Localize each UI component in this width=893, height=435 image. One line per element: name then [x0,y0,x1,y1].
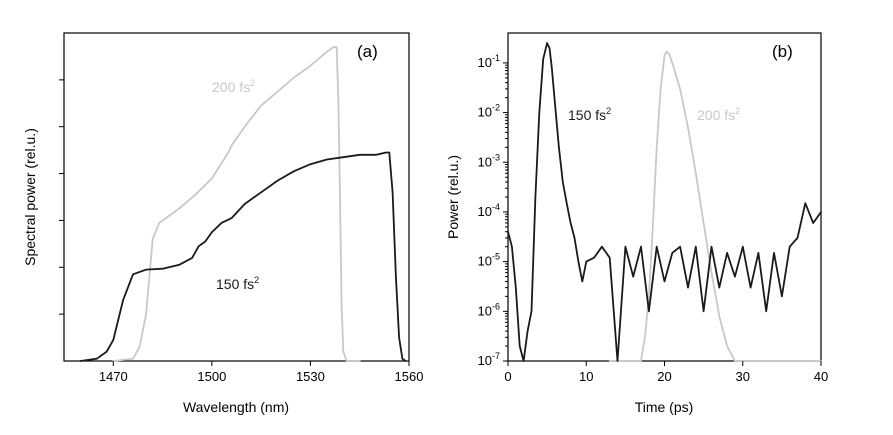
panel-b-ytick-label: 10-6 [478,301,500,318]
panel-a-series-group [79,46,407,362]
panel-b-xlabel: Time (ps) [635,399,694,415]
panel-b-series-200fs2-line [608,50,822,362]
panel-b-xtick-label: 40 [814,369,828,384]
panel-a-label: (a) [357,42,378,61]
panel-a-label-200fs2: 200 fs2 [212,78,255,95]
panel-b-ytick-label: 10-2 [478,103,500,120]
panel-a-spectrum: 1470 1500 1530 1560 (a) Wavelength (nm) Spe… [22,32,424,415]
panel-b-xtick-label: 0 [504,369,511,384]
panel-b-xtick-label: 20 [657,369,671,384]
panel-a-ticks: 1470 1500 1530 1560 [59,79,424,384]
panel-b-xtick-label: 30 [736,369,750,384]
panel-b-ytick-label: 10-4 [478,202,500,219]
panel-a-xlabel: Wavelength (nm) [183,399,289,415]
panel-a-series-150fs2-line [79,151,407,362]
panel-a-xtick-label: 1530 [296,369,325,384]
panel-a-ylabel: Spectral power (rel.u.) [22,128,38,266]
panel-a-xtick-label: 1470 [99,369,128,384]
panel-a-xtick-label: 1560 [395,369,424,384]
panel-b-time: 0 10 20 30 40 10-7 10-6 10-5 10-4 10-3 10-2 10-1 (b… [445,32,829,415]
panel-b-ytick-label: 10-3 [478,152,500,169]
panel-b-ylabel: Power (rel.u.) [445,155,461,239]
panel-b-label-200fs2: 200 fs2 [697,106,740,123]
panel-b-label: (b) [772,42,793,61]
panel-b-ytick-label: 10-1 [478,53,500,70]
panel-b-ytick-label: 10-5 [478,252,500,269]
panel-a-frame [63,32,410,362]
panel-a-series-200fs2-line [112,46,361,362]
panel-b-ytick-label: 10-7 [478,351,500,368]
panel-b-xtick-label: 10 [579,369,593,384]
panel-b-frame [507,32,822,362]
panel-b-series-150fs2-line [507,42,822,362]
panel-a-xtick-label: 1500 [197,369,226,384]
panel-b-ticks: 0 10 20 30 40 10-7 10-6 10-5 10-4 10-3 10-2 10-1 [478,53,829,384]
panel-b-label-150fs2: 150 fs2 [568,106,611,123]
panel-b-series-group [507,42,822,362]
panel-a-label-150fs2: 150 fs2 [216,275,259,292]
